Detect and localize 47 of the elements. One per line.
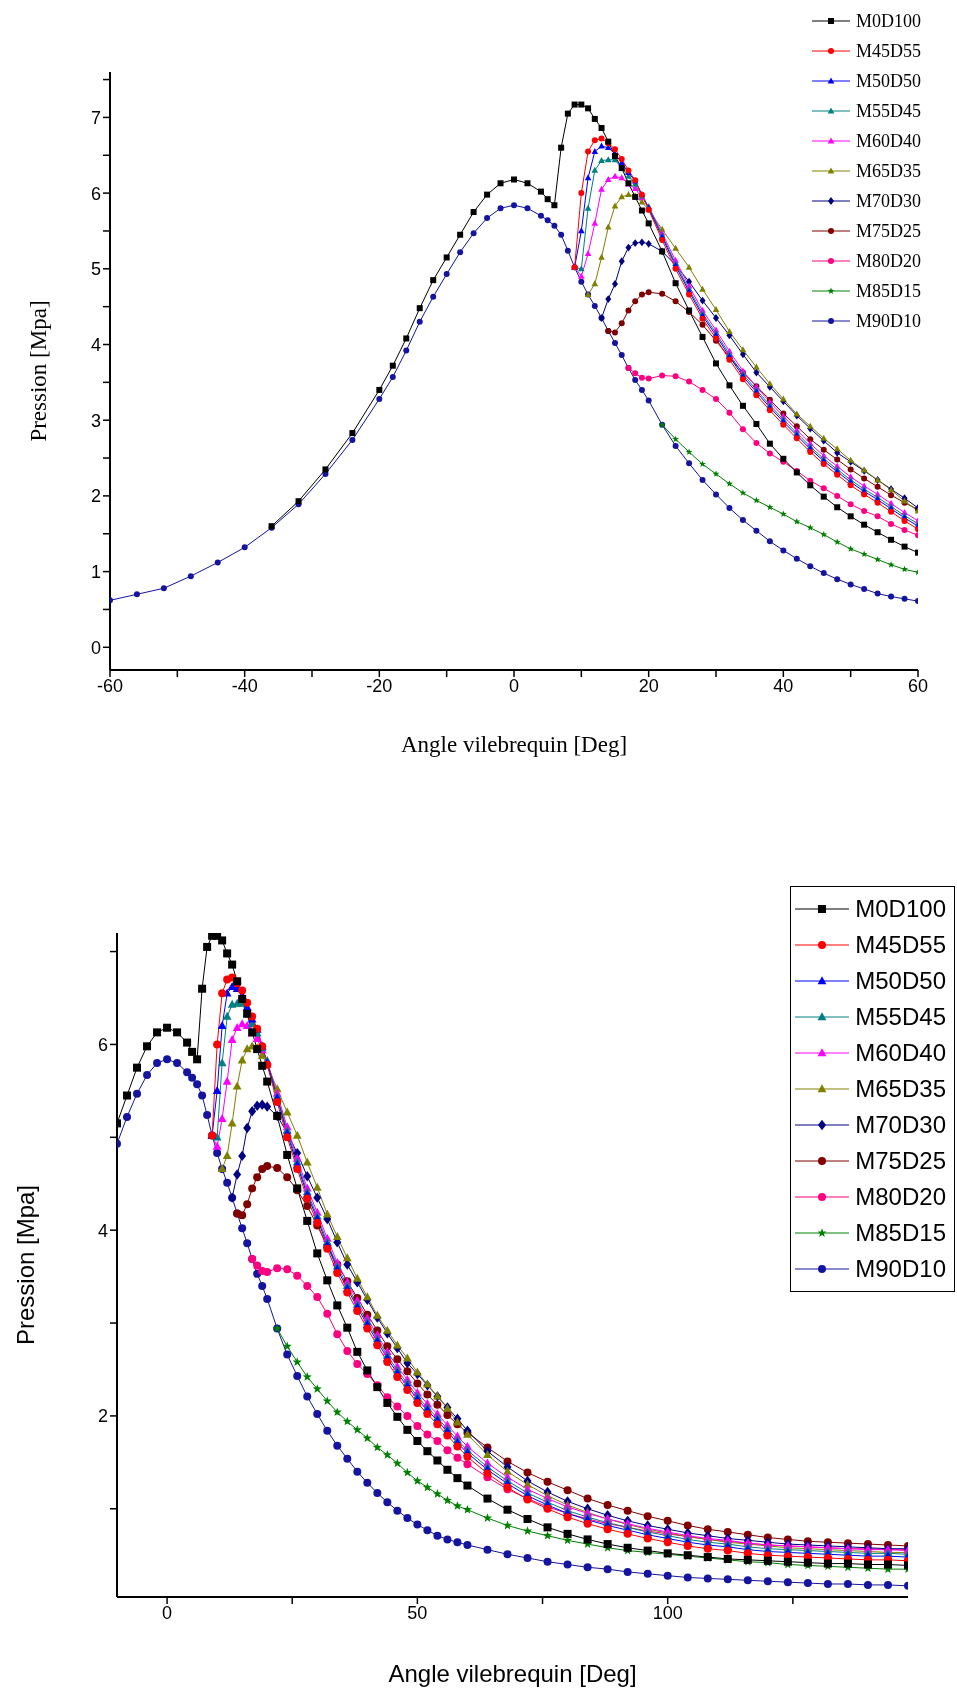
legend-label: M50D50 bbox=[855, 967, 946, 995]
x-tick-label: 40 bbox=[773, 675, 794, 696]
x-tick-label: -40 bbox=[231, 675, 258, 696]
y-axis-title: Pression [Mpa] bbox=[26, 300, 52, 442]
legend-label: M50D50 bbox=[855, 70, 921, 92]
y-tick-label: 7 bbox=[90, 107, 101, 128]
legend-label: M70D30 bbox=[855, 1111, 946, 1139]
x-tick-label: 60 bbox=[907, 675, 929, 696]
legend-label: M70D30 bbox=[855, 190, 921, 212]
y-axis-title: Pression [Mpa] bbox=[11, 1184, 39, 1346]
x-tick-label: 0 bbox=[508, 675, 520, 696]
y-tick-label: 4 bbox=[97, 1220, 108, 1241]
legend-label: M45D55 bbox=[855, 40, 921, 62]
legend-label: M55D45 bbox=[855, 100, 921, 122]
x-axis-title: Angle vilebrequin [Deg] bbox=[388, 1660, 637, 1687]
legend-label: M0D100 bbox=[855, 895, 946, 923]
y-tick-label: 4 bbox=[90, 334, 101, 355]
y-tick-label: 3 bbox=[90, 410, 101, 431]
legend-label: M85D15 bbox=[855, 1219, 946, 1247]
legend-label: M55D45 bbox=[855, 1003, 946, 1031]
legend-label: M80D20 bbox=[855, 250, 921, 272]
legend-label: M45D55 bbox=[855, 931, 946, 959]
legend-label: M85D15 bbox=[855, 280, 921, 302]
legend-label: M90D10 bbox=[855, 1255, 946, 1283]
y-tick-label: 2 bbox=[97, 1406, 108, 1427]
legend-label: M90D10 bbox=[855, 310, 921, 332]
x-tick-label: 0 bbox=[162, 1602, 173, 1623]
x-tick-label: 50 bbox=[407, 1602, 428, 1623]
legend-label: M0D100 bbox=[855, 10, 921, 32]
legend-label: M75D25 bbox=[855, 1147, 946, 1175]
y-tick-label: 1 bbox=[90, 561, 101, 582]
legend-label: M60D40 bbox=[855, 1039, 946, 1067]
y-tick-label: 2 bbox=[90, 486, 101, 507]
x-tick-label: -20 bbox=[366, 675, 393, 696]
legend-label: M65D35 bbox=[855, 160, 921, 182]
x-tick-label: -60 bbox=[96, 675, 124, 696]
legend-label: M60D40 bbox=[855, 130, 921, 152]
legend-label: M75D25 bbox=[855, 220, 921, 242]
y-tick-label: 6 bbox=[97, 1034, 108, 1055]
x-axis-title: Angle vilebrequin [Deg] bbox=[400, 732, 628, 757]
x-tick-label: 100 bbox=[652, 1602, 683, 1623]
y-tick-label: 6 bbox=[90, 183, 101, 204]
y-tick-label: 0 bbox=[90, 637, 101, 658]
legend-label: M65D35 bbox=[855, 1075, 946, 1103]
x-tick-label: 20 bbox=[638, 675, 659, 696]
y-tick-label: 5 bbox=[90, 259, 101, 280]
legend-label: M80D20 bbox=[855, 1183, 946, 1211]
